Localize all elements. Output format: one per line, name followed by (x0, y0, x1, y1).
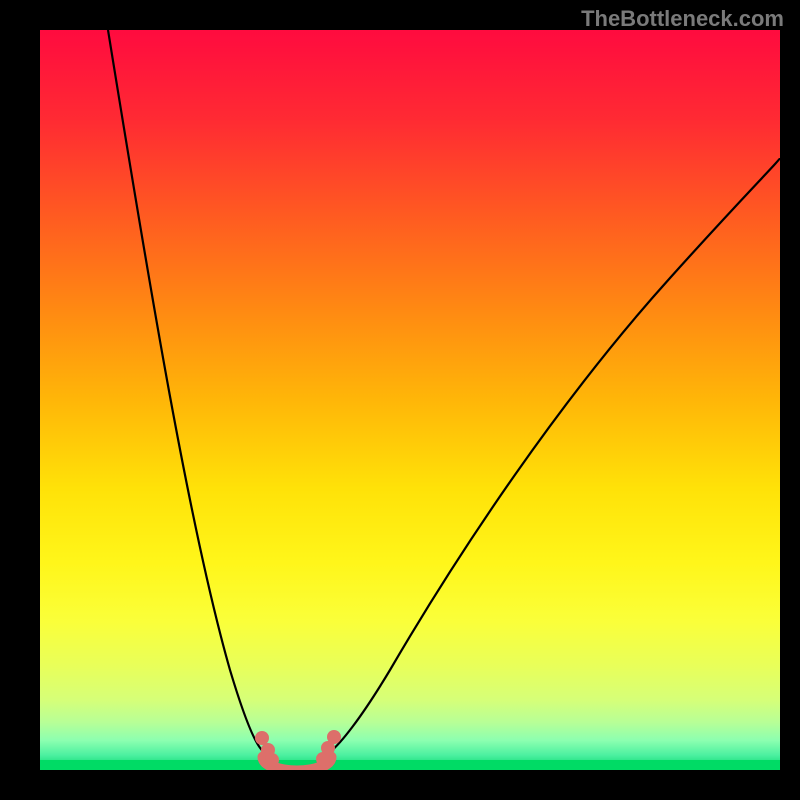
bead (265, 753, 279, 767)
bead (327, 730, 341, 744)
watermark: TheBottleneck.com (581, 6, 784, 32)
plot-area (40, 30, 780, 770)
green-band (40, 760, 780, 770)
bead (255, 731, 269, 745)
gradient-bg (40, 30, 780, 770)
plot-svg (40, 30, 780, 770)
